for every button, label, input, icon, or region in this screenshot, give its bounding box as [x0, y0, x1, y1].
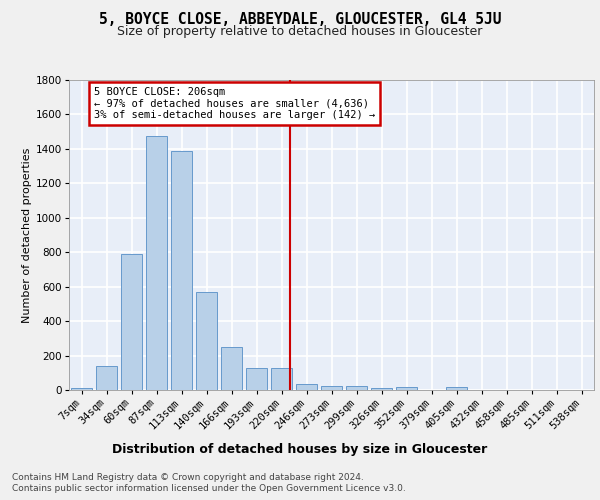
Bar: [171, 150, 192, 390]
Text: Contains HM Land Registry data © Crown copyright and database right 2024.: Contains HM Land Registry data © Crown c…: [12, 472, 364, 482]
Bar: [221, 347, 242, 390]
Bar: [371, 388, 392, 390]
Bar: [296, 384, 317, 390]
Bar: [121, 254, 142, 390]
Text: 5, BOYCE CLOSE, ABBEYDALE, GLOUCESTER, GL4 5JU: 5, BOYCE CLOSE, ABBEYDALE, GLOUCESTER, G…: [99, 12, 501, 28]
Bar: [246, 368, 267, 390]
Bar: [271, 368, 292, 390]
Text: 5 BOYCE CLOSE: 206sqm
← 97% of detached houses are smaller (4,636)
3% of semi-de: 5 BOYCE CLOSE: 206sqm ← 97% of detached …: [94, 87, 375, 120]
Bar: [346, 386, 367, 390]
Bar: [96, 366, 117, 390]
Bar: [321, 386, 342, 390]
Bar: [196, 292, 217, 390]
Bar: [396, 386, 417, 390]
Text: Distribution of detached houses by size in Gloucester: Distribution of detached houses by size …: [112, 442, 488, 456]
Bar: [446, 386, 467, 390]
Text: Contains public sector information licensed under the Open Government Licence v3: Contains public sector information licen…: [12, 484, 406, 493]
Text: Size of property relative to detached houses in Gloucester: Size of property relative to detached ho…: [118, 25, 482, 38]
Bar: [146, 136, 167, 390]
Y-axis label: Number of detached properties: Number of detached properties: [22, 148, 32, 322]
Bar: [71, 388, 92, 390]
